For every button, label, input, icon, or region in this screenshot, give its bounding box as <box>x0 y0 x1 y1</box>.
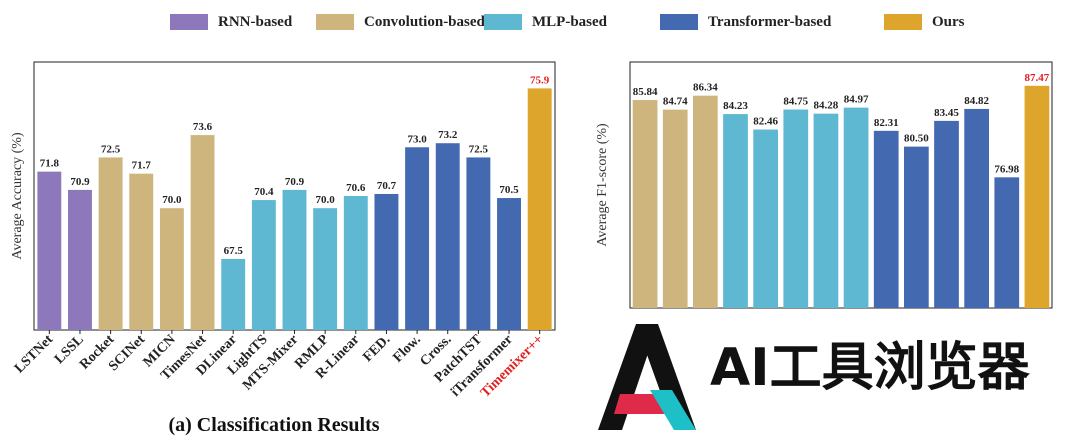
legend-label: Convolution-based <box>364 13 485 30</box>
data-label: 82.46 <box>753 116 778 128</box>
bar <box>527 88 552 330</box>
legend-label: RNN-based <box>218 13 293 30</box>
bar <box>692 95 718 309</box>
plot-frame <box>629 61 1053 309</box>
data-label: 70.7 <box>377 180 397 192</box>
bar <box>994 177 1020 308</box>
data-label: 72.5 <box>101 143 121 155</box>
data-label: 71.7 <box>132 160 152 172</box>
bar <box>343 196 368 330</box>
data-label: 72.5 <box>469 143 489 155</box>
data-label: 86.34 <box>693 82 718 94</box>
bar <box>497 198 521 330</box>
bar <box>98 157 123 330</box>
bar <box>783 109 809 308</box>
data-label: 76.98 <box>994 163 1019 175</box>
legend-item: MLP-based <box>484 12 607 32</box>
data-label: 84.23 <box>723 100 748 112</box>
data-label: 84.74 <box>663 96 688 108</box>
data-label: 70.6 <box>346 182 366 194</box>
bar <box>466 157 491 330</box>
classification-chart-title: (a) Classification Results <box>168 414 380 436</box>
data-label: 85.84 <box>633 86 658 98</box>
data-label: 87.47 <box>1025 72 1050 84</box>
ai-browser-watermark: AI工具浏览器 <box>592 318 1062 436</box>
classification-accuracy-chart: Average Accuracy (%) 71.8LSTNet70.9LSSL72… <box>10 61 556 401</box>
legend-swatch <box>170 14 208 30</box>
legend-label: Ours <box>932 13 965 30</box>
legend-item: Convolution-based <box>316 12 485 32</box>
bar <box>313 208 338 330</box>
data-label: 67.5 <box>224 245 244 257</box>
legend-label: Transformer-based <box>708 13 832 30</box>
bar <box>251 200 276 330</box>
data-label: 70.0 <box>316 194 336 206</box>
bar <box>68 189 92 330</box>
data-label: 82.31 <box>874 117 899 129</box>
ai-letter-a-logo <box>598 324 696 430</box>
f1-score-chart: Average F1-score (%) 85.84 84.74 86.34 84.23… <box>595 61 1053 309</box>
bar <box>964 108 990 308</box>
data-label: 70.0 <box>162 194 182 206</box>
bar <box>374 193 399 330</box>
legend-item: Ours <box>884 12 965 32</box>
bar <box>159 208 184 330</box>
bar <box>37 171 62 330</box>
bar <box>843 107 869 308</box>
bar <box>435 143 460 330</box>
y-axis-label: Average F1-score (%) <box>595 123 610 247</box>
legend-swatch <box>316 14 354 30</box>
data-label: 84.75 <box>783 96 808 108</box>
bar <box>873 130 899 308</box>
data-label: 71.8 <box>40 158 60 170</box>
legend-item: Transformer-based <box>660 12 831 32</box>
data-label: 70.9 <box>285 176 305 188</box>
data-label: 70.5 <box>499 184 519 196</box>
bar <box>190 135 215 330</box>
y-axis-label: Average Accuracy (%) <box>10 132 25 260</box>
legend-swatch <box>660 14 698 30</box>
data-label: 70.4 <box>254 186 274 198</box>
data-label: 73.6 <box>193 121 213 133</box>
legend-swatch <box>484 14 522 30</box>
data-label: 73.0 <box>407 133 427 145</box>
bar <box>753 129 779 308</box>
bar <box>723 114 748 308</box>
legend-label: MLP-based <box>532 13 607 30</box>
chart-legend: RNN-based Convolution-based MLP-based Trans… <box>0 0 1080 44</box>
bar <box>282 189 307 330</box>
x-tick-label: LSTNet <box>12 332 56 376</box>
bar <box>632 100 658 308</box>
bar <box>129 173 154 330</box>
data-label: 73.2 <box>438 129 458 141</box>
x-tick-label: FED. <box>360 332 393 365</box>
bar <box>221 258 246 330</box>
data-label: 84.28 <box>814 100 839 112</box>
bar <box>1024 85 1050 308</box>
data-label: 70.9 <box>70 176 90 188</box>
legend-item: RNN-based <box>170 12 292 32</box>
bar <box>903 146 929 308</box>
bar <box>934 120 959 308</box>
watermark-text: AI工具浏览器 <box>710 338 1030 398</box>
legend-swatch <box>884 14 922 30</box>
data-label: 83.45 <box>934 107 959 119</box>
data-label: 84.97 <box>844 94 869 106</box>
bar <box>813 113 839 309</box>
bar <box>405 147 430 330</box>
bar <box>662 109 688 308</box>
data-label: 84.82 <box>964 95 989 107</box>
data-label: 75.9 <box>530 74 550 86</box>
data-label: 80.50 <box>904 133 929 145</box>
